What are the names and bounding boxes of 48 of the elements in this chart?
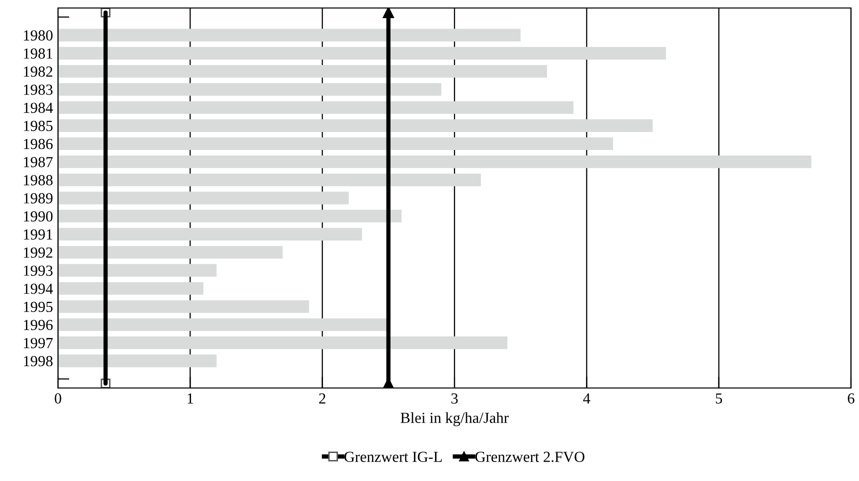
bar bbox=[58, 46, 666, 60]
legend-label: Grenzwert IG-L bbox=[344, 452, 442, 462]
y-tick-label: 1994 bbox=[24, 284, 53, 294]
y-tick-label: 1987 bbox=[24, 156, 53, 168]
y-tick-label: 1992 bbox=[24, 247, 52, 258]
y-tick-label: 1985 bbox=[24, 120, 53, 132]
bar bbox=[58, 65, 548, 78]
y-tick-label: 1983 bbox=[24, 84, 53, 95]
bar bbox=[58, 228, 362, 241]
y-tick-label: 1986 bbox=[24, 138, 53, 150]
x-tick-label: 3 bbox=[451, 393, 458, 404]
bar bbox=[58, 282, 204, 295]
bar bbox=[58, 264, 217, 277]
y-tick-label: 1995 bbox=[24, 302, 53, 312]
y-tick-label: 1997 bbox=[24, 338, 53, 348]
y-tick-label: 1990 bbox=[24, 211, 53, 222]
bar bbox=[58, 28, 521, 42]
bar bbox=[58, 318, 388, 331]
bar bbox=[58, 336, 508, 350]
legend-label: Grenzwert 2.FVO bbox=[475, 452, 584, 462]
y-tick-label: 1981 bbox=[24, 48, 52, 59]
bar bbox=[58, 137, 614, 150]
bar bbox=[58, 101, 574, 114]
y-tick-label: 1998 bbox=[24, 356, 53, 366]
x-tick-label: 6 bbox=[848, 393, 854, 404]
y-tick-label: 1989 bbox=[24, 193, 53, 204]
x-tick-label: 2 bbox=[319, 393, 326, 404]
y-tick-label: 1988 bbox=[24, 175, 53, 186]
bar bbox=[58, 354, 217, 368]
x-axis-title: Blei in kg/ha/Jahr bbox=[400, 412, 509, 426]
bar bbox=[58, 246, 283, 259]
y-tick-label: 1993 bbox=[24, 266, 53, 276]
y-tick-label: 1984 bbox=[24, 102, 53, 113]
bar bbox=[58, 83, 442, 96]
y-tick-label: 1991 bbox=[24, 229, 52, 240]
y-tick-label: 1982 bbox=[24, 66, 52, 77]
x-tick-label: 4 bbox=[583, 393, 590, 404]
bar bbox=[58, 119, 653, 132]
x-tick-label: 0 bbox=[54, 393, 62, 404]
x-tick-label: 5 bbox=[716, 393, 722, 404]
x-tick-label: 1 bbox=[188, 393, 194, 404]
y-tick-label: 1980 bbox=[24, 30, 53, 41]
bar bbox=[58, 300, 310, 313]
bar bbox=[58, 155, 812, 168]
bar bbox=[58, 210, 402, 222]
y-tick-label: 1996 bbox=[24, 320, 53, 330]
bar bbox=[58, 192, 349, 204]
bar bbox=[58, 174, 481, 186]
